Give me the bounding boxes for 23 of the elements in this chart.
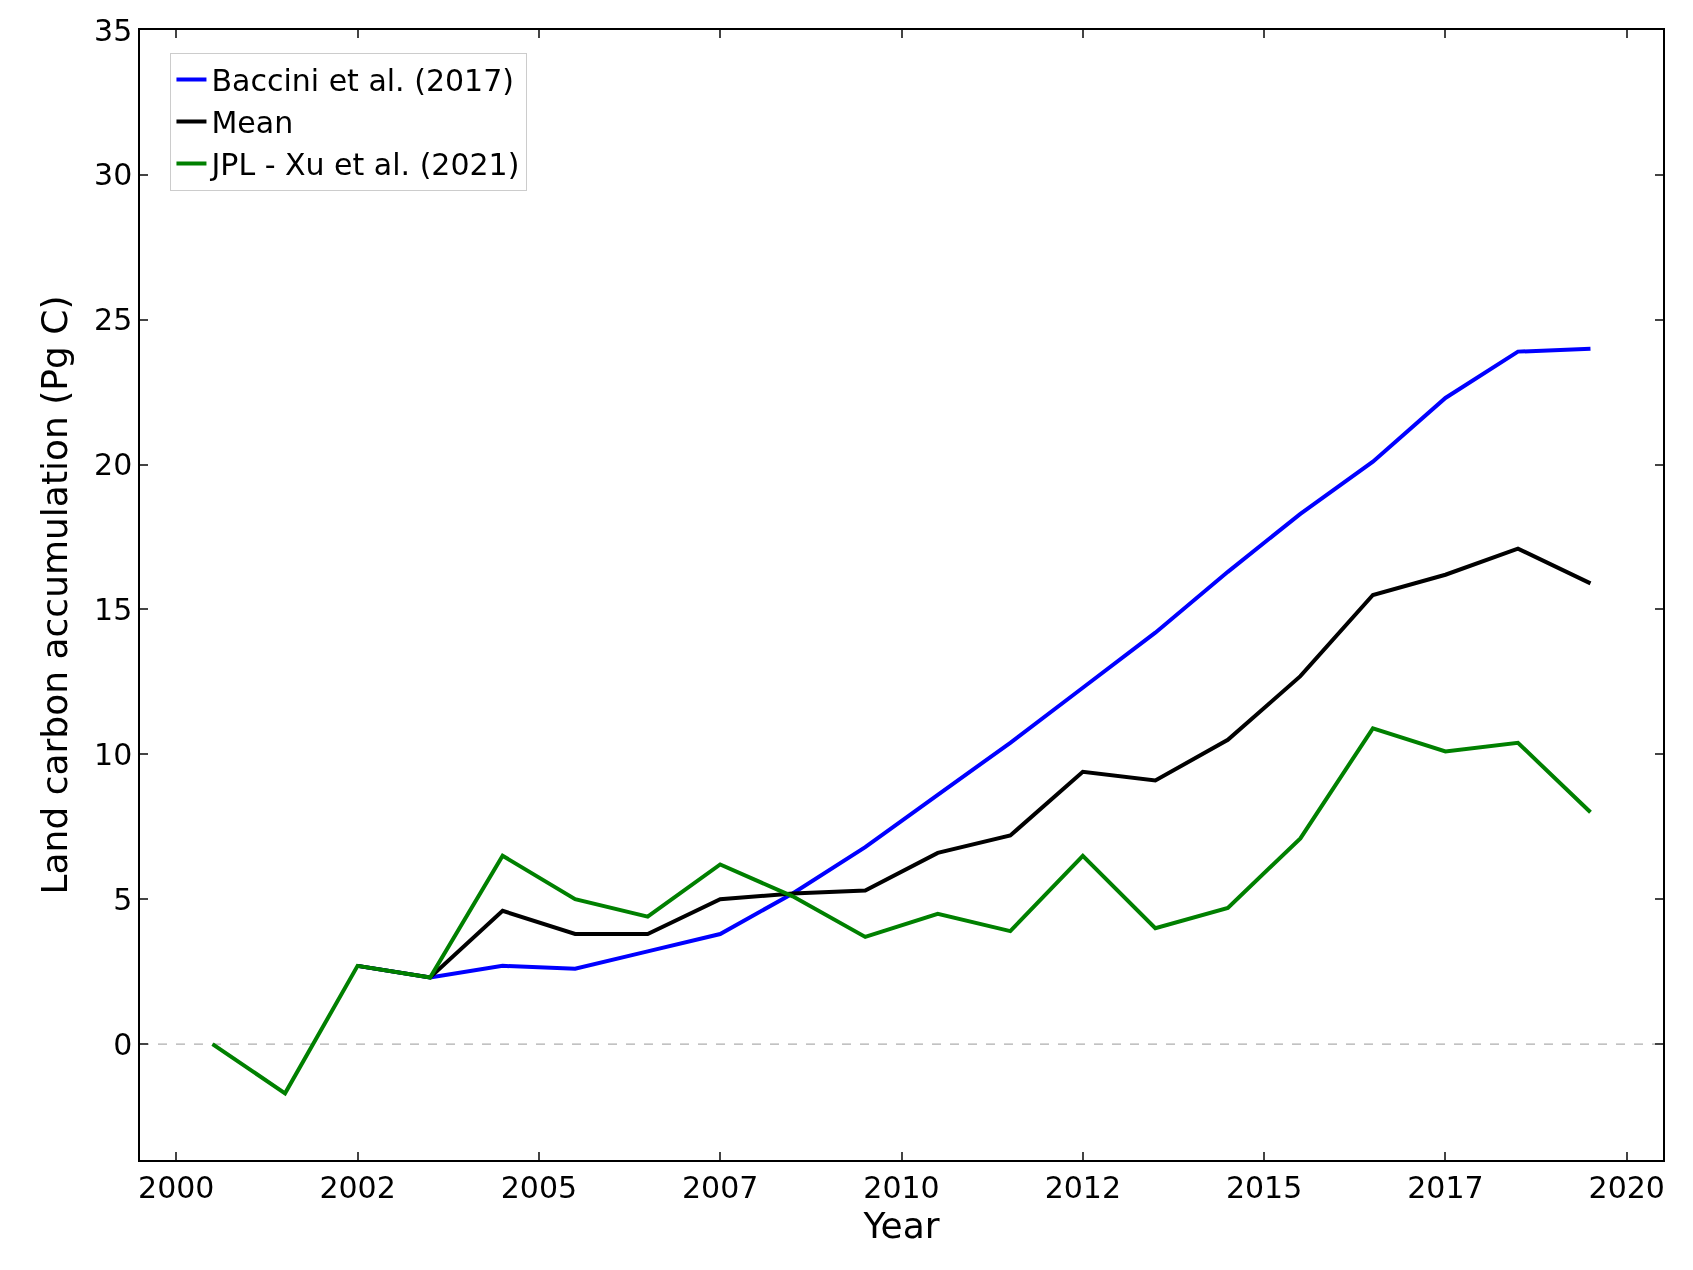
y-tick-label: 15: [94, 591, 133, 627]
y-tick-label: 0: [113, 1026, 133, 1062]
y-tick-label: 20: [94, 447, 133, 483]
legend-label: JPL - Xu et al. (2021): [209, 147, 520, 183]
x-tick-label: 2017: [1407, 1169, 1484, 1205]
x-tick-label: 2000: [138, 1169, 215, 1205]
x-tick-label: 2015: [1225, 1169, 1303, 1205]
x-tick-label: 2005: [500, 1169, 578, 1205]
line-series: [210, 726, 1593, 1096]
y-tick-label: 30: [94, 157, 133, 193]
x-tick-label: 2012: [1044, 1169, 1121, 1205]
y-tick-label: 10: [94, 736, 133, 772]
x-tick-label: 2002: [319, 1169, 396, 1205]
y-tick-label: 25: [94, 302, 133, 338]
x-axis-title: Year: [862, 1204, 940, 1246]
legend-label: Mean: [211, 105, 294, 141]
x-tick-label: 2010: [863, 1169, 940, 1205]
legend-label: Baccini et al. (2017): [211, 63, 514, 99]
y-axis-title: Land carbon accumulation (Pg C): [34, 295, 76, 895]
x-tick-label: 2007: [682, 1169, 759, 1205]
y-tick-label: 35: [94, 12, 133, 48]
y-tick-label: 5: [113, 881, 133, 917]
x-tick-label: 2020: [1588, 1169, 1665, 1205]
